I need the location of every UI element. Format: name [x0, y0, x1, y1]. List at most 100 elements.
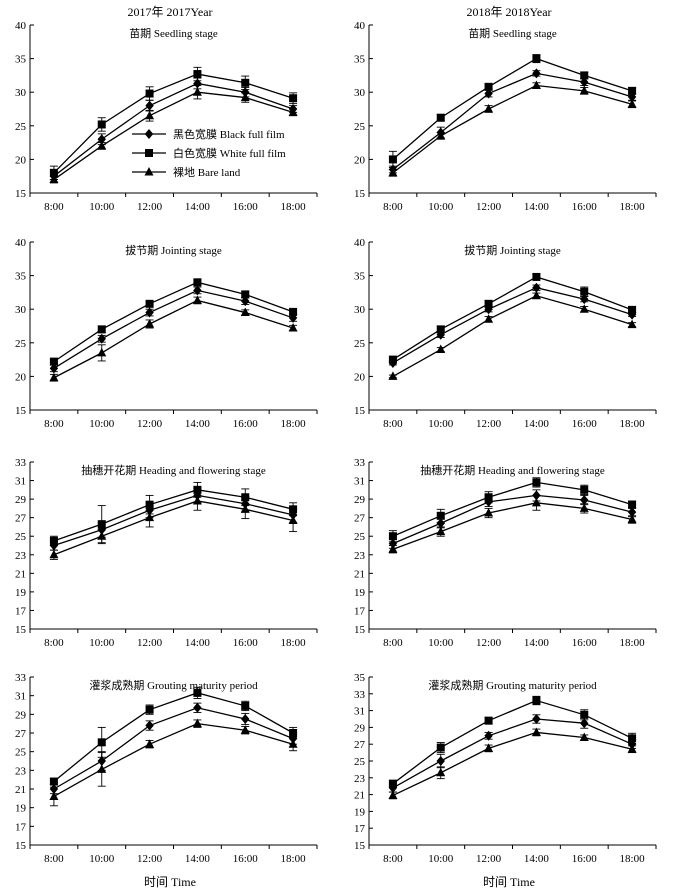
chart-panel-2017-2: 15 20 25 30 35 40 8:00 10:00 12:00 14:00 16:00 18:0… [15, 237, 318, 430]
chart-panel-2018-3: 15 20 25 30 35 40 8:00 10:00 12:00 14:00 16:00 18:0… [354, 237, 657, 430]
data-point-square [241, 493, 250, 502]
data-point-triangle [531, 80, 541, 89]
series-diamond [388, 714, 637, 793]
series-square [49, 66, 298, 181]
data-point-triangle [388, 167, 398, 177]
data-point-square [436, 113, 445, 122]
legend-entry-triangle: 裸地 Bare land [132, 165, 241, 179]
x-tick-label: 14:00 [524, 853, 550, 865]
data-point-triangle [579, 85, 589, 95]
y-tick-label: 25 [15, 747, 27, 759]
data-point-triangle [627, 514, 637, 524]
x-tick-label: 8:00 [44, 201, 64, 213]
data-point-square [388, 355, 397, 364]
y-tick-label: 31 [354, 476, 365, 488]
y-tick-label: 31 [15, 691, 26, 703]
x-tick-label: 10:00 [89, 637, 115, 649]
series-line-diamond [53, 494, 294, 547]
y-tick-label: 25 [354, 531, 366, 543]
x-tick-label: 18:00 [281, 853, 307, 865]
data-point-diamond [145, 307, 154, 318]
data-point-triangle [192, 295, 202, 304]
y-tick-label: 17 [354, 605, 366, 617]
panel-title: 拔节期 Jointing stage [125, 243, 222, 257]
y-tick-label: 30 [354, 87, 366, 99]
data-point-triangle [436, 526, 446, 536]
data-point-triangle [579, 304, 589, 313]
column-header-2018: 2018年 2018Year [466, 5, 551, 19]
y-tick-label: 33 [354, 457, 366, 469]
data-point-triangle [240, 504, 250, 513]
y-tick-label: 27 [354, 513, 366, 525]
data-point-square [532, 478, 541, 487]
y-tick-label: 31 [354, 706, 365, 718]
data-point-square [628, 305, 637, 314]
y-tick-label: 33 [354, 689, 366, 701]
data-point-diamond [241, 714, 250, 724]
data-point-square [241, 701, 250, 710]
y-tick-label: 25 [15, 338, 27, 350]
data-point-square [97, 325, 106, 334]
y-tick-label: 15 [15, 624, 27, 636]
data-point-square [628, 500, 637, 509]
panel-title: 苗期 Seedling stage [129, 27, 218, 40]
x-tick-label: 18:00 [281, 637, 307, 649]
data-point-diamond [532, 282, 541, 293]
y-tick-label: 31 [15, 476, 26, 488]
x-tick-label: 16:00 [233, 853, 259, 865]
data-point-triangle [192, 87, 202, 96]
legend-marker-triangle [144, 167, 154, 176]
series-triangle [388, 727, 637, 800]
series-line-square [392, 276, 633, 361]
legend-label: 白色宽膜 White full film [173, 146, 286, 160]
x-tick-label: 10:00 [428, 853, 454, 865]
data-point-square [628, 86, 637, 95]
x-tick-label: 10:00 [89, 853, 115, 865]
data-point-square [97, 738, 106, 747]
y-tick-label: 25 [15, 531, 27, 543]
y-tick-label: 30 [15, 304, 27, 316]
x-tick-label: 10:00 [428, 418, 454, 430]
series-triangle [49, 295, 298, 382]
x-tick-label: 16:00 [572, 418, 598, 430]
x-axis-label-left: 时间 Time [144, 875, 196, 889]
data-point-square [436, 743, 445, 752]
x-tick-label: 8:00 [383, 201, 403, 213]
data-point-triangle [145, 512, 155, 522]
data-point-square [289, 729, 298, 737]
data-point-triangle [627, 99, 637, 108]
x-tick-label: 14:00 [185, 637, 211, 649]
data-point-square [436, 325, 445, 334]
series-diamond [388, 68, 637, 175]
y-tick-label: 15 [354, 624, 366, 636]
data-point-triangle [579, 503, 589, 512]
y-tick-label: 40 [15, 20, 27, 32]
y-tick-label: 15 [15, 840, 27, 852]
x-tick-label: 18:00 [620, 853, 646, 865]
series-triangle [388, 494, 637, 554]
x-tick-label: 12:00 [476, 418, 502, 430]
chart-panel-2017-0: 15 20 25 30 35 40 8:00 10:00 12:00 14:00 16:00 18:0… [15, 20, 318, 213]
x-tick-label: 12:00 [137, 201, 163, 213]
data-point-triangle [388, 371, 398, 380]
data-point-triangle [49, 791, 59, 800]
data-point-square [388, 779, 397, 788]
data-point-square [436, 511, 445, 520]
y-tick-label: 21 [354, 568, 365, 580]
data-point-triangle [627, 319, 637, 329]
data-point-triangle [97, 531, 107, 540]
legend-label: 裸地 Bare land [173, 165, 241, 179]
data-point-square [145, 299, 154, 308]
legend-label: 黑色宽膜 Black full film [173, 127, 285, 141]
data-point-triangle [484, 104, 494, 113]
series-line-diamond [392, 494, 633, 545]
series-triangle [49, 85, 298, 184]
series-line-diamond [53, 289, 294, 369]
y-tick-label: 35 [15, 271, 27, 283]
data-point-diamond [145, 720, 154, 731]
data-point-square [145, 89, 154, 98]
x-tick-label: 18:00 [620, 418, 646, 430]
x-tick-label: 14:00 [524, 201, 550, 213]
panel-title: 灌浆成熟期 Grouting maturity period [428, 678, 597, 692]
y-tick-label: 23 [354, 773, 366, 785]
